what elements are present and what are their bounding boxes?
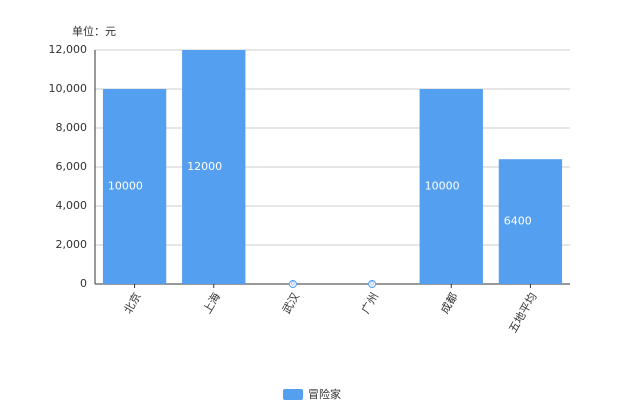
value-label: 0 bbox=[370, 281, 374, 288]
y-tick-label: 2,000 bbox=[56, 238, 88, 251]
x-tick-label: 上海 bbox=[200, 290, 223, 316]
x-tick-label: 五地平均 bbox=[506, 291, 539, 336]
y-tick-label: 10,000 bbox=[49, 82, 88, 95]
y-tick-label: 0 bbox=[80, 277, 87, 290]
value-label: 12000 bbox=[187, 160, 222, 173]
value-label: 0 bbox=[291, 281, 295, 288]
bar bbox=[368, 280, 377, 288]
x-tick-label: 北京 bbox=[121, 290, 144, 316]
y-tick-label: 12,000 bbox=[49, 43, 88, 56]
y-axis-label: 单位：元 bbox=[72, 24, 116, 38]
value-label: 10000 bbox=[425, 180, 460, 193]
bar bbox=[288, 280, 297, 288]
x-tick-label: 武汉 bbox=[280, 291, 302, 317]
y-tick-label: 6,000 bbox=[56, 160, 88, 173]
y-tick-label: 4,000 bbox=[56, 199, 88, 212]
legend-swatch bbox=[283, 389, 303, 400]
value-label: 6400 bbox=[504, 215, 532, 228]
x-tick-label: 广州 bbox=[359, 291, 381, 317]
bar bbox=[102, 89, 167, 284]
bar bbox=[419, 89, 483, 284]
value-label: 10000 bbox=[108, 180, 143, 193]
bar bbox=[182, 50, 246, 284]
bar bbox=[498, 159, 563, 284]
y-tick-label: 8,000 bbox=[56, 121, 88, 134]
legend-label: 冒险家 bbox=[308, 387, 341, 401]
x-tick-label: 成都 bbox=[438, 291, 460, 317]
